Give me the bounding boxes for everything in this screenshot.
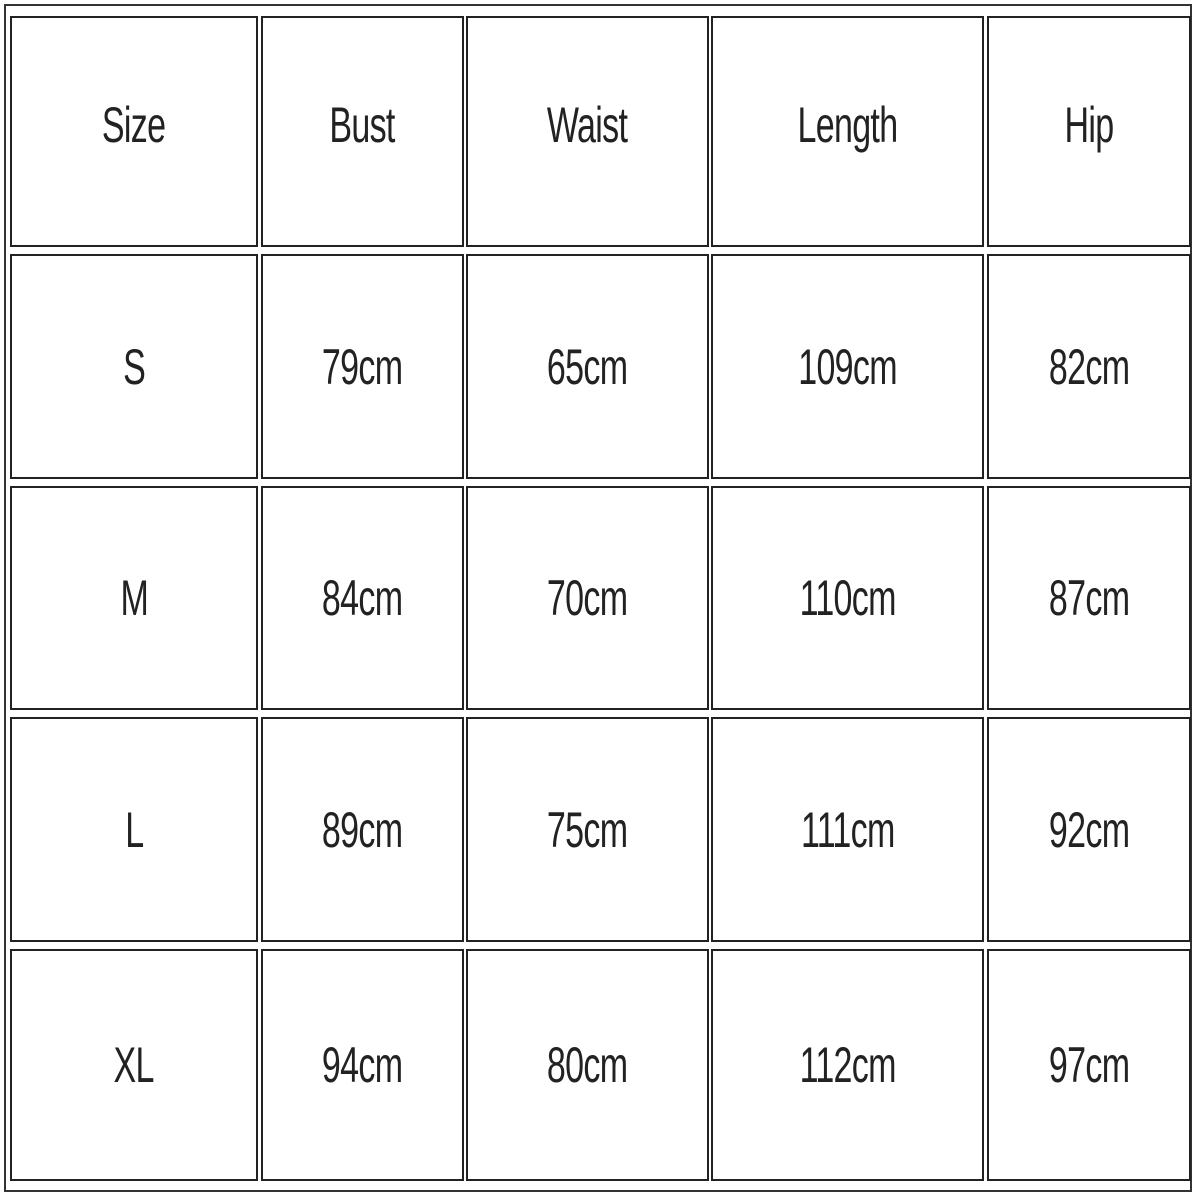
table-cell: 70cm — [466, 486, 709, 710]
column-header: Hip — [1064, 96, 1115, 153]
cell-value: 94cm — [322, 1037, 403, 1093]
column-header: Bust — [329, 96, 396, 153]
table-cell: 97cm — [987, 949, 1191, 1181]
table-cell: 111cm — [711, 717, 984, 942]
cell-value: S — [122, 338, 146, 395]
table-cell: 109cm — [711, 254, 984, 479]
table-cell: M — [10, 486, 258, 710]
table-cell: 82cm — [987, 254, 1191, 479]
table-cell: 75cm — [466, 717, 709, 942]
cell-value: 92cm — [1048, 801, 1130, 858]
table-cell: S — [10, 254, 258, 479]
cell-value: 87cm — [1048, 570, 1130, 626]
cell-value: 109cm — [798, 338, 897, 395]
column-header: Size — [102, 96, 166, 153]
cell-value: XL — [113, 1037, 155, 1093]
cell-value: 97cm — [1048, 1037, 1130, 1093]
table-cell: 65cm — [466, 254, 709, 479]
column-header: Length — [797, 96, 899, 153]
cell-value: 65cm — [547, 338, 628, 395]
table-cell: 79cm — [261, 254, 464, 479]
table-cell: 80cm — [466, 949, 709, 1181]
table-cell: L — [10, 717, 258, 942]
cell-value: 80cm — [547, 1037, 628, 1093]
header-cell: Length — [711, 16, 984, 247]
table-cell: 110cm — [711, 486, 984, 710]
table-cell: XL — [10, 949, 258, 1181]
header-cell: Size — [10, 16, 258, 247]
table-cell: 94cm — [261, 949, 464, 1181]
table-cell: 112cm — [711, 949, 984, 1181]
cell-value: 70cm — [547, 570, 628, 626]
cell-value: 111cm — [800, 801, 895, 858]
cell-value: 84cm — [322, 570, 403, 626]
table-cell: 84cm — [261, 486, 464, 710]
header-cell: Bust — [261, 16, 464, 247]
cell-value: 89cm — [322, 801, 403, 858]
cell-value: 75cm — [547, 801, 628, 858]
table-cell: 92cm — [987, 717, 1191, 942]
cell-value: 110cm — [799, 570, 896, 626]
cell-value: L — [124, 801, 144, 858]
table-cell: 89cm — [261, 717, 464, 942]
cell-value: M — [120, 570, 148, 626]
cell-value: 82cm — [1048, 338, 1130, 395]
table-cell: 87cm — [987, 486, 1191, 710]
header-cell: Hip — [987, 16, 1191, 247]
cell-value: 79cm — [322, 338, 403, 395]
column-header: Waist — [547, 96, 628, 153]
size-chart-table — [4, 4, 1192, 1192]
cell-value: 112cm — [799, 1037, 896, 1093]
header-cell: Waist — [466, 16, 709, 247]
